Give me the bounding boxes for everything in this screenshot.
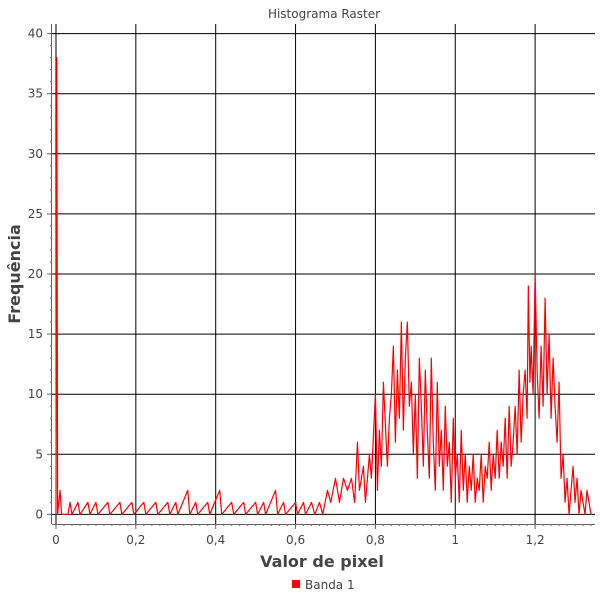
y-tick-label-7: 35 [28,87,43,101]
y-tick-label-0: 0 [35,507,43,521]
y-tick-label-8: 40 [28,27,43,41]
legend: Banda 1 [292,578,355,592]
y-tick-label-5: 25 [28,207,43,221]
y-axis-label: Frequência [5,224,24,324]
x-tick-label-1: 0,2 [126,533,145,547]
y-tick-label-3: 15 [28,327,43,341]
x-tick-label-2: 0,4 [206,533,225,547]
x-axis-ticks: 0 0,2 0,4 0,6 0,8 1 1,2 [52,524,592,547]
x-tick-label-3: 0,6 [286,533,305,547]
grid-lines [52,24,595,524]
y-tick-label-4: 20 [28,267,43,281]
x-tick-label-5: 1 [451,533,459,547]
data-layer [55,57,592,515]
legend-label-banda-1: Banda 1 [305,578,355,592]
y-tick-label-1: 5 [35,447,43,461]
y-tick-label-6: 30 [28,147,43,161]
y-axis-ticks: 0 5 10 15 20 25 30 35 40 [28,27,52,521]
x-tick-label-4: 0,8 [366,533,385,547]
y-tick-label-2: 10 [28,387,43,401]
legend-swatch-banda-1 [292,580,300,588]
x-axis-label: Valor de pixel [260,552,384,571]
series-line-1 [55,57,592,515]
x-tick-label-0: 0 [52,533,60,547]
chart-title: Histograma Raster [268,7,380,21]
x-tick-label-6: 1,2 [526,533,545,547]
